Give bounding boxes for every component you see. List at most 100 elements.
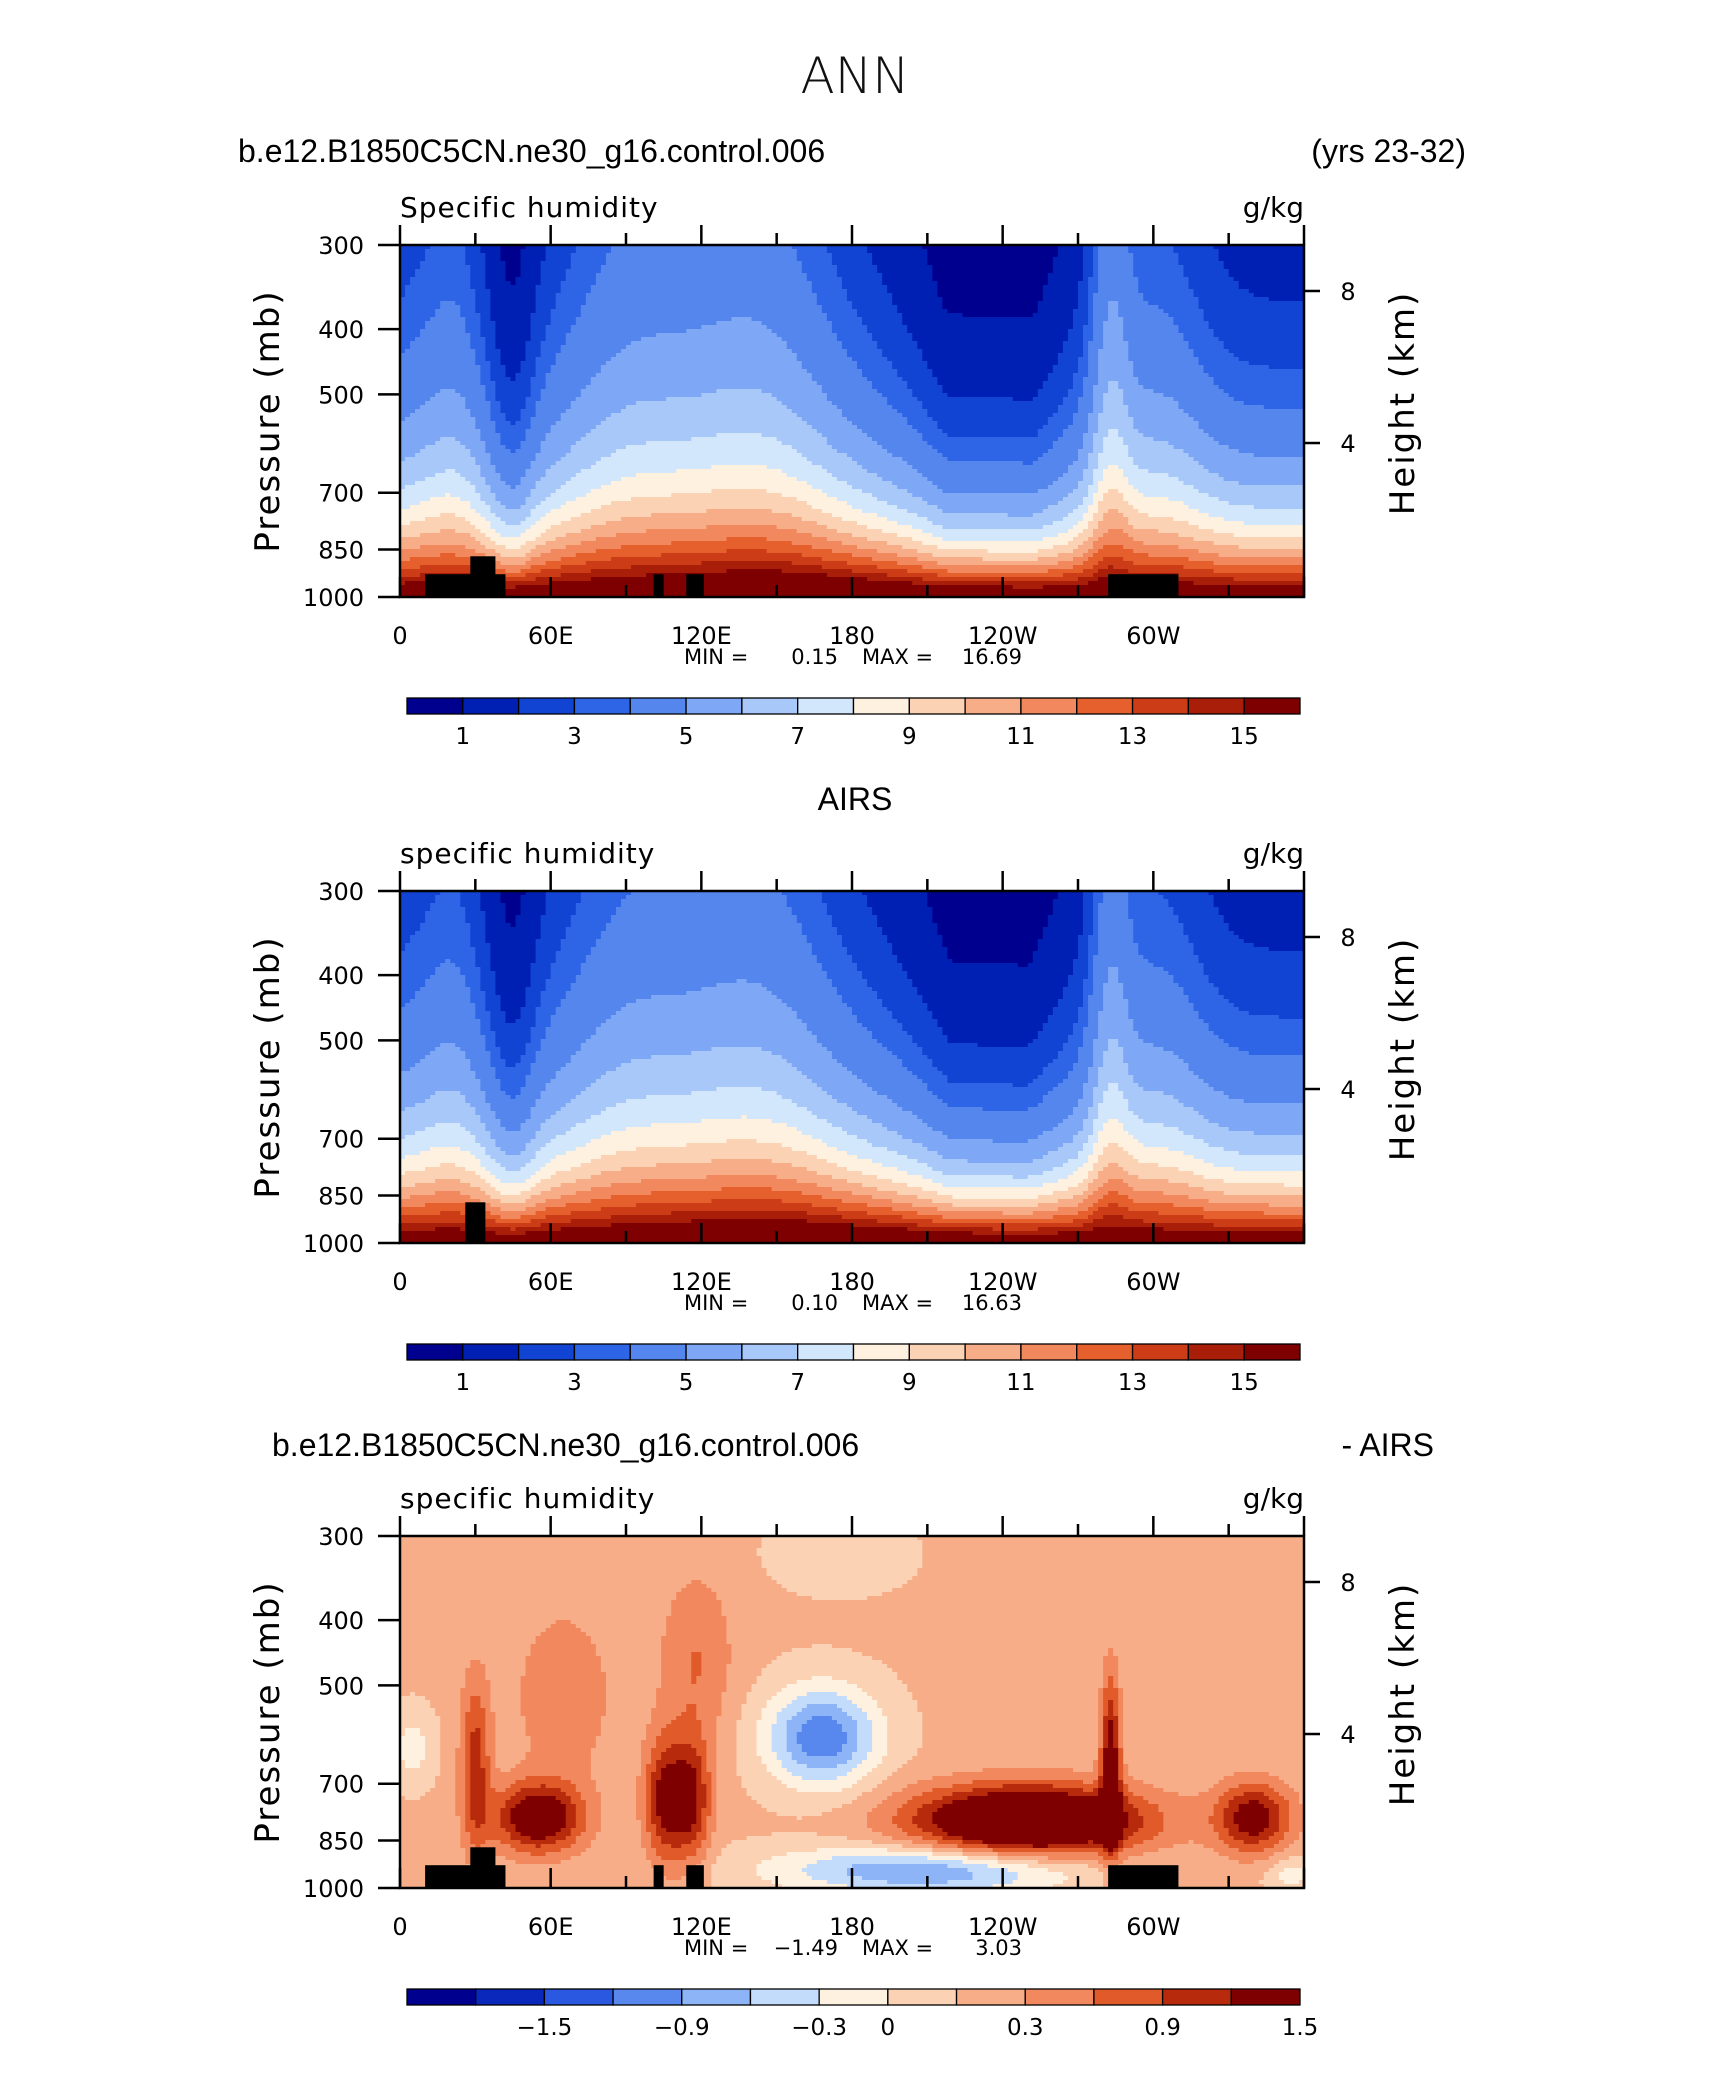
height-tick-label: 4 <box>1340 430 1355 458</box>
longitude-tick-label: 60W <box>1126 1913 1180 1941</box>
pressure-tick-label: 1000 <box>303 1875 364 1903</box>
topography-mask <box>1108 1865 1179 1888</box>
longitude-tick-label: 0 <box>392 1268 407 1296</box>
min-label: MIN = <box>684 645 748 669</box>
colorbar-swatch <box>629 697 687 715</box>
colorbar-label: 1 <box>455 724 470 750</box>
colorbar-label: 13 <box>1118 724 1147 750</box>
topography-mask <box>1108 574 1179 597</box>
max-label: MAX = <box>862 1936 933 1960</box>
longitude-tick-label: 60W <box>1126 622 1180 650</box>
colorbar-swatch <box>1076 1343 1134 1361</box>
colorbar-swatch <box>1243 1343 1301 1361</box>
colorbar-label: 3 <box>567 1370 582 1396</box>
colorbar-swatch <box>573 1343 631 1361</box>
colorbar-swatch <box>852 1343 910 1361</box>
colorbar-swatch <box>517 697 576 715</box>
topography-mask <box>686 574 704 597</box>
pressure-tick-label: 300 <box>318 232 364 260</box>
colorbar-swatch <box>741 697 799 715</box>
min-value: −1.49 <box>774 1936 838 1960</box>
contour-field <box>400 1536 1304 1888</box>
colorbar-label: 15 <box>1230 724 1259 750</box>
colorbar-swatch <box>818 1988 889 2006</box>
difference-panel: 300 400 500 700 850 1000 8 4 0 60E 120E 180 120W 60W s… <box>248 1482 1423 2041</box>
colorbar-label: 13 <box>1118 1370 1147 1396</box>
colorbar-label: 5 <box>679 724 694 750</box>
units-label: g/kg <box>1243 191 1304 224</box>
max-label: MAX = <box>862 1291 933 1315</box>
colorbar-swatch <box>1024 1988 1095 2006</box>
colorbar-label: 9 <box>902 724 917 750</box>
topography-mask <box>465 1202 486 1243</box>
colorbar-swatch <box>685 1343 743 1361</box>
colorbar-swatch <box>517 1343 576 1361</box>
colorbar-swatch <box>681 1988 752 2006</box>
colorbar-label: −0.9 <box>654 2015 710 2041</box>
pressure-tick-label: 850 <box>318 1827 364 1855</box>
colorbar-swatch <box>462 1343 520 1361</box>
colorbar-label: 1.5 <box>1282 2015 1319 2041</box>
colorbar-swatch <box>797 1343 855 1361</box>
colorbar-swatch <box>406 1343 464 1361</box>
colorbar-swatch <box>1187 697 1245 715</box>
pressure-tick-label: 700 <box>318 1771 364 1799</box>
right-axis-title: Height (km) <box>1383 1582 1423 1807</box>
colorbar-swatch <box>852 697 910 715</box>
diff-obs-title: - AIRS <box>1342 1427 1434 1463</box>
colorbar-swatch <box>685 697 743 715</box>
pressure-tick-label: 850 <box>318 1182 364 1210</box>
min-label: MIN = <box>684 1291 748 1315</box>
pressure-tick-label: 500 <box>318 1672 364 1700</box>
colorbar-swatch <box>573 697 631 715</box>
longitude-tick-label: 120E <box>671 622 732 650</box>
longitude-tick-label: 120E <box>671 1913 732 1941</box>
colorbar-swatch <box>543 1988 614 2006</box>
figure-title: ANN <box>800 47 909 105</box>
colorbar-swatch <box>1093 1988 1164 2006</box>
colorbar-swatch <box>964 1343 1022 1361</box>
height-tick-label: 8 <box>1340 924 1355 952</box>
longitude-tick-label: 0 <box>392 1913 407 1941</box>
variable-label: specific humidity <box>400 1482 655 1515</box>
pressure-tick-label: 850 <box>318 536 364 564</box>
colorbar-swatch <box>629 1343 687 1361</box>
longitude-tick-label: 120W <box>968 622 1038 650</box>
colorbar-label: −1.5 <box>516 2015 572 2041</box>
longitude-tick-label: 120W <box>968 1913 1038 1941</box>
colorbar-swatch <box>908 1343 966 1361</box>
units-label: g/kg <box>1243 837 1304 870</box>
colorbar-label: 9 <box>902 1370 917 1396</box>
pressure-tick-label: 400 <box>318 316 364 344</box>
variable-label: specific humidity <box>400 837 655 870</box>
colorbar-swatch <box>908 697 966 715</box>
min-label: MIN = <box>684 1936 748 1960</box>
colorbar-label: 0 <box>881 2015 896 2041</box>
y-axis-title: Pressure (mb) <box>248 935 288 1198</box>
colorbar-swatch <box>887 1988 958 2006</box>
colorbar-label: 7 <box>790 724 805 750</box>
colorbar-label: 5 <box>679 1370 694 1396</box>
colorbar-swatch <box>1243 697 1301 715</box>
colorbar-swatch <box>406 1988 477 2006</box>
longitude-tick-label: 120W <box>968 1268 1038 1296</box>
colorbar-label: 7 <box>790 1370 805 1396</box>
pressure-tick-label: 500 <box>318 381 364 409</box>
colorbar-label: −0.3 <box>791 2015 847 2041</box>
colorbar-swatch <box>964 697 1022 715</box>
topography-mask <box>653 574 664 597</box>
y-axis-title: Pressure (mb) <box>248 289 288 552</box>
colorbar-swatch <box>1020 697 1078 715</box>
colorbar-label: 0.9 <box>1144 2015 1181 2041</box>
colorbar-label: 11 <box>1006 1370 1035 1396</box>
colorbar-swatch <box>1161 1988 1232 2006</box>
pressure-tick-label: 400 <box>318 962 364 990</box>
colorbar-swatch <box>1076 697 1134 715</box>
colorbar-label: 3 <box>567 724 582 750</box>
diff-case-title: b.e12.B1850C5CN.ne30_g16.control.006 <box>272 1427 859 1463</box>
pressure-tick-label: 700 <box>318 1126 364 1154</box>
pressure-tick-label: 1000 <box>303 584 364 612</box>
max-value: 3.03 <box>975 1936 1022 1960</box>
longitude-tick-label: 60E <box>528 622 574 650</box>
